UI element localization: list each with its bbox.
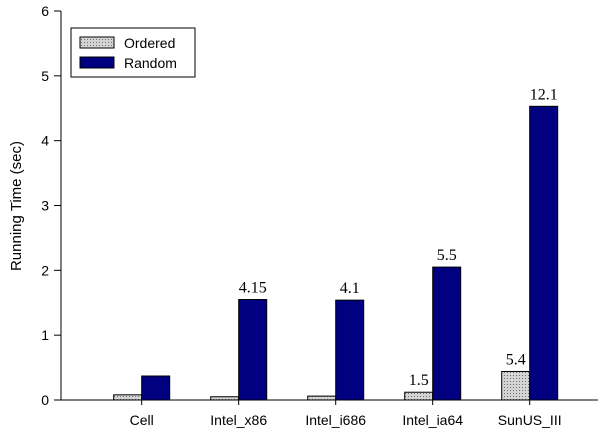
bar-random (335, 299, 365, 401)
y-tick-label: 3 (41, 198, 49, 214)
x-tick-label: Cell (130, 412, 154, 428)
y-tick-label: 1 (41, 327, 49, 343)
data-label: 5.4 (506, 351, 526, 368)
x-tick-label: SunUS_III (498, 412, 562, 428)
bar-ordered (501, 370, 531, 401)
y-tick-label: 2 (41, 262, 49, 278)
y-tick-label: 5 (41, 68, 49, 84)
legend-box (70, 27, 196, 78)
legend: Ordered Random (70, 27, 196, 78)
y-tick-label: 0 (41, 392, 49, 408)
legend-label-ordered: Ordered (124, 35, 175, 51)
data-label: 1.5 (409, 372, 429, 389)
legend-label-random: Random (124, 55, 177, 71)
x-tick-label: Intel_x86 (210, 412, 267, 428)
bar-ordered (210, 396, 240, 401)
y-tick-label: 6 (41, 3, 49, 19)
plot-area: 0 1 2 3 4 5 6 Cell Intel_x86 4.15 Intel_i686 4.1 Int… (41, 3, 598, 428)
x-tick-label: Intel_i686 (305, 412, 366, 428)
data-label: 4.1 (340, 280, 360, 297)
data-label: 12.1 (530, 86, 558, 103)
data-label: 5.5 (437, 247, 457, 264)
bar-random (529, 105, 559, 401)
bar-ordered (404, 391, 434, 401)
y-axis-label: Running Time (sec) (8, 141, 25, 271)
y-tick-label: 4 (41, 133, 49, 149)
bar-random (238, 299, 268, 401)
bar-ordered (113, 394, 143, 401)
bar-random (432, 266, 462, 401)
bar-random (141, 375, 171, 401)
data-label: 4.15 (239, 280, 267, 297)
x-tick-label: Intel_ia64 (402, 412, 463, 428)
legend-swatch-random (79, 56, 115, 69)
legend-swatch-ordered (79, 36, 115, 49)
bar-ordered (307, 395, 337, 401)
